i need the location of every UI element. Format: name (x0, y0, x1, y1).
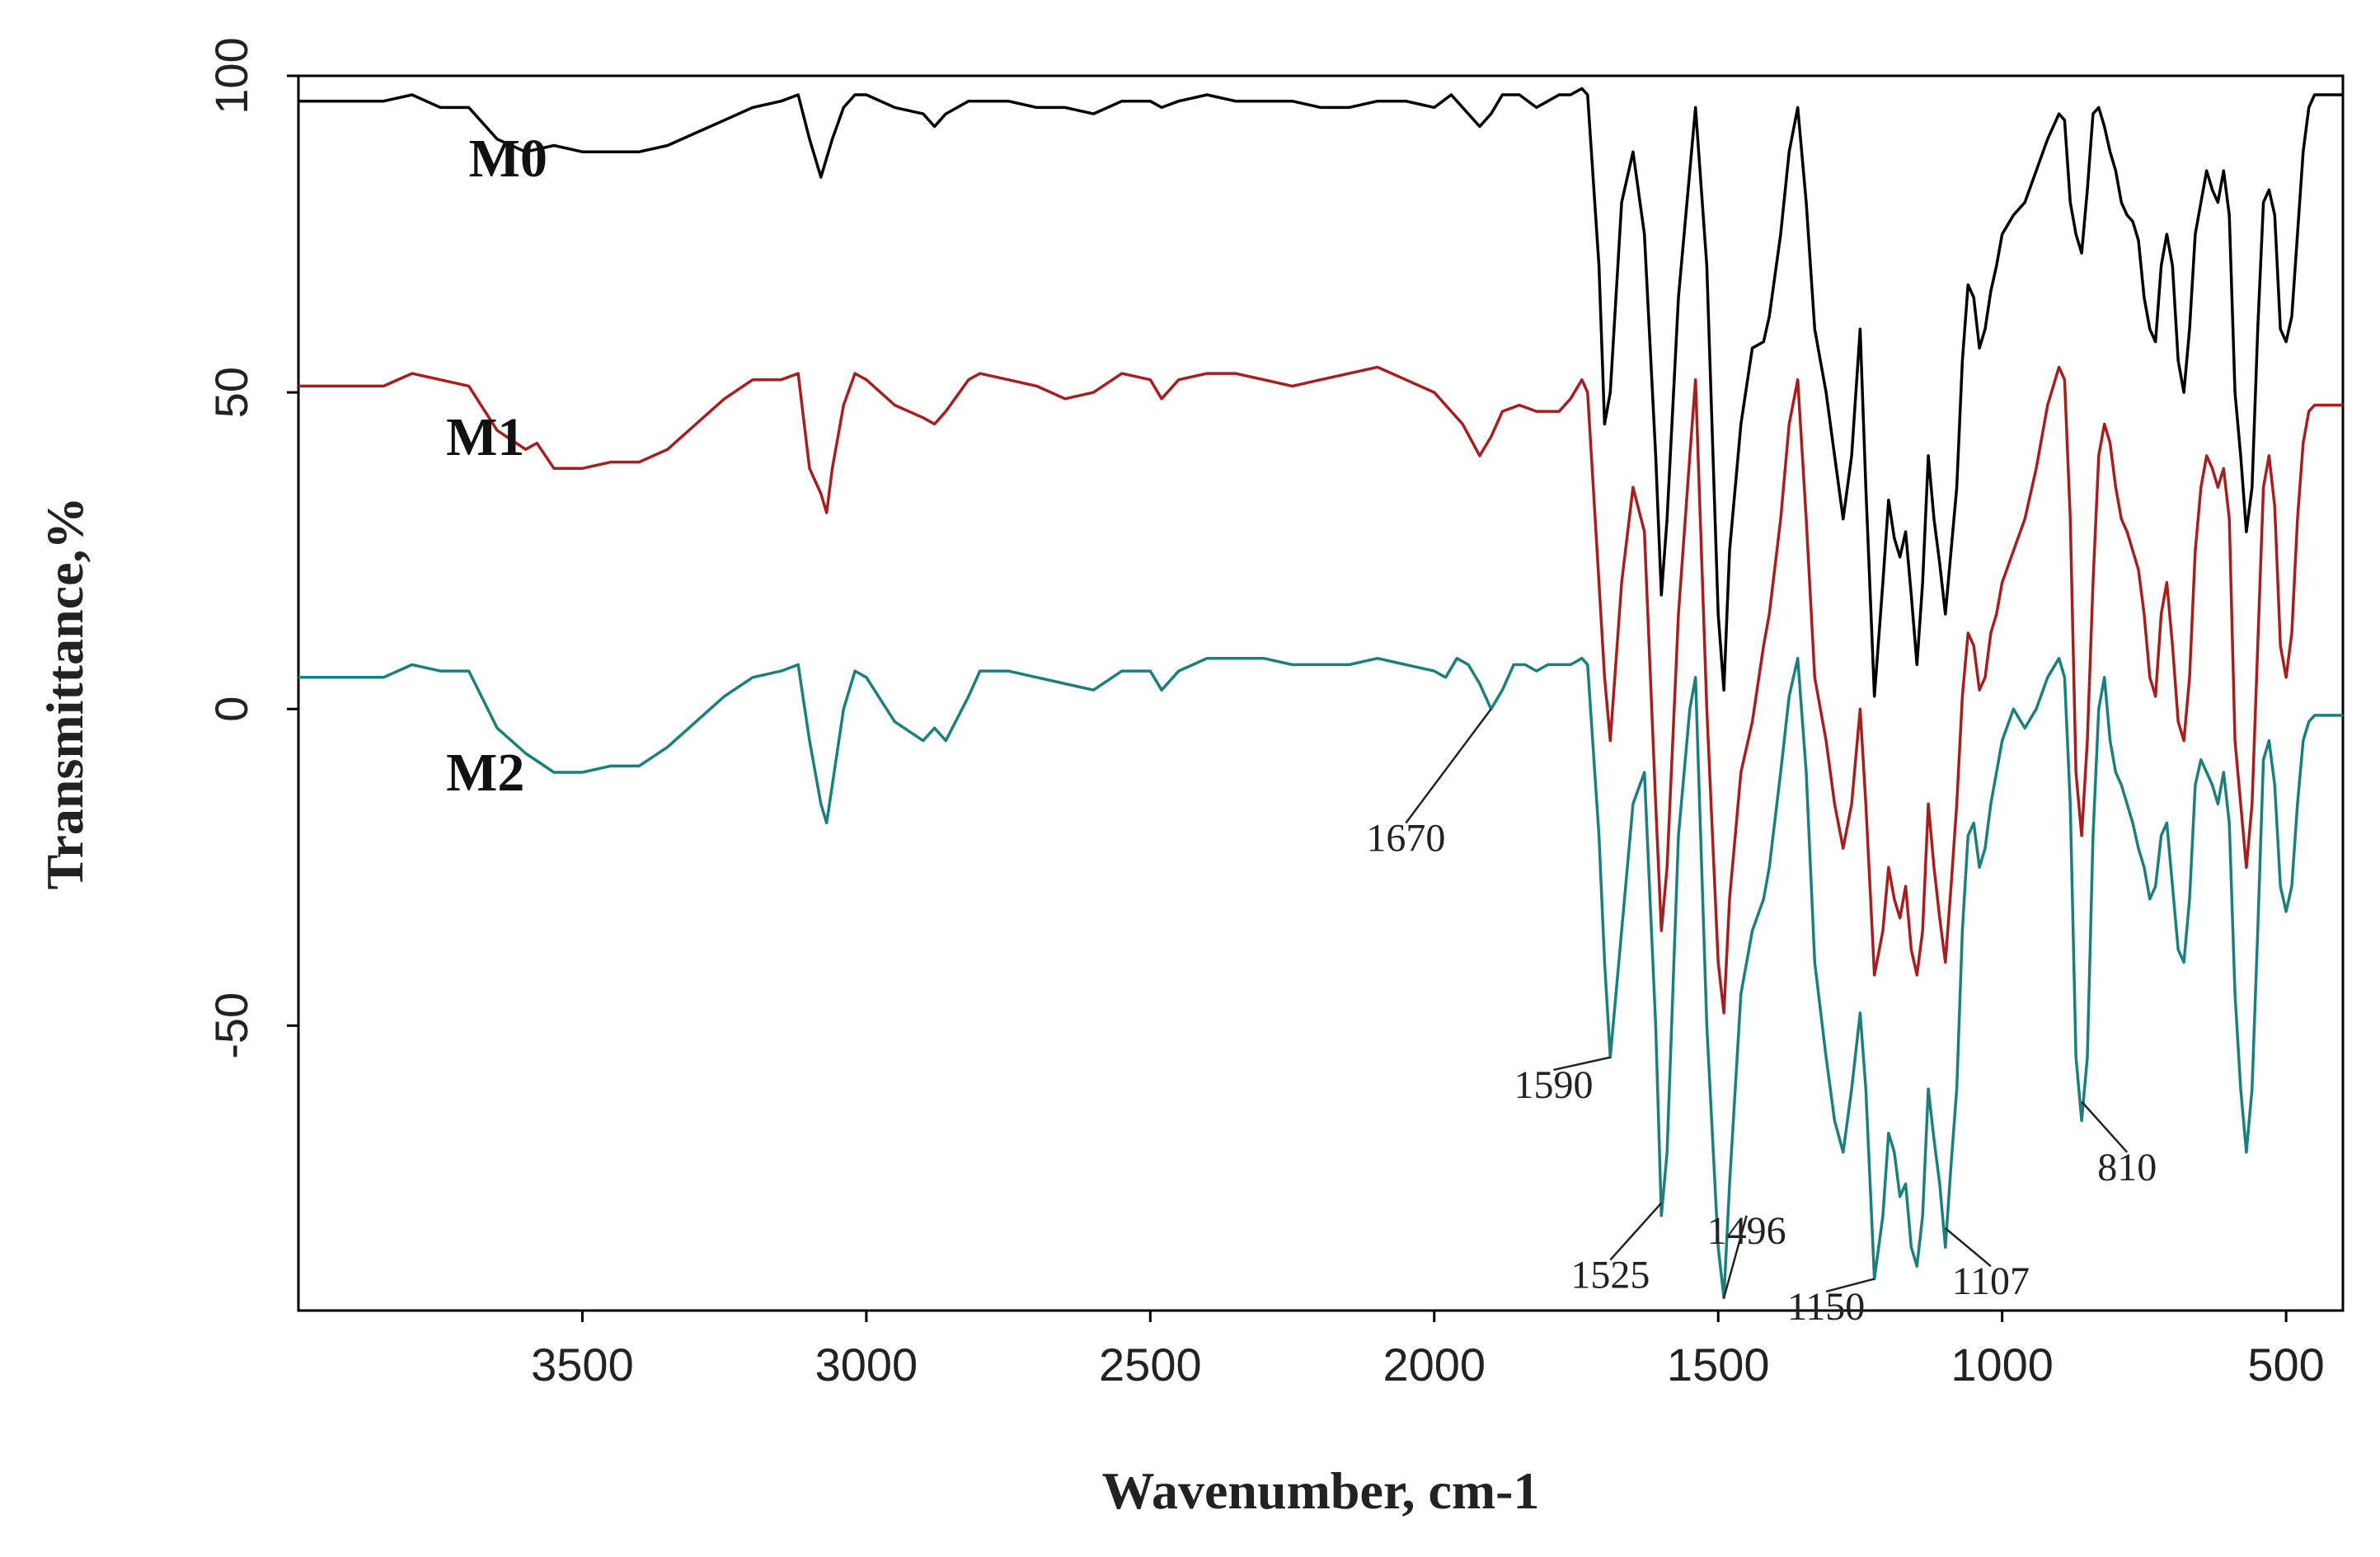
y-tick-label: 0 (205, 696, 257, 722)
annotation-810: 810 (2097, 1146, 2157, 1189)
series-line-m1 (298, 365, 2343, 1015)
plot-frame (297, 74, 2345, 1312)
x-axis-title: Wavenumber, cm-1 (1102, 1461, 1540, 1520)
annotation-1590: 1590 (1514, 1063, 1593, 1107)
annotation-leader (1609, 1202, 1663, 1261)
x-tick-label: 500 (2247, 1339, 2324, 1391)
annotation-1670: 1670 (1366, 816, 1445, 860)
x-tick-label: 3000 (815, 1339, 918, 1391)
x-tick-label: 2000 (1382, 1339, 1486, 1391)
y-tick-label: 50 (205, 367, 257, 418)
series-line-m0 (298, 87, 2343, 698)
y-tick-label: 100 (205, 37, 257, 114)
annotation-1150: 1150 (1787, 1285, 1865, 1329)
x-tick-label: 2500 (1099, 1339, 1202, 1391)
x-tick-label: 1000 (1950, 1339, 2054, 1391)
annotation-leader (1553, 1056, 1611, 1072)
annotation-1525: 1525 (1570, 1254, 1650, 1297)
y-tick-label: -50 (205, 992, 257, 1059)
series-line-m2 (298, 656, 2343, 1300)
series-label-m2: M2 (446, 743, 524, 803)
annotation-leader (2081, 1100, 2129, 1153)
annotation-1496: 1496 (1707, 1209, 1786, 1253)
series-labels: M0 M1 M2 (446, 129, 547, 803)
series-label-m1: M1 (446, 407, 524, 467)
series-group (298, 87, 2343, 1300)
series-label-m0: M0 (469, 129, 547, 189)
plot-area (297, 74, 2345, 1312)
x-tick-label: 3500 (531, 1339, 634, 1391)
annotation-leader (1405, 708, 1492, 824)
annotation-leader (1722, 1215, 1748, 1298)
annotation-leader (1825, 1278, 1875, 1293)
annotation-1107: 1107 (1952, 1259, 2030, 1303)
annotation-leader (1944, 1227, 1992, 1268)
x-tick-label: 1500 (1667, 1339, 1770, 1391)
y-axis-title: Transmittance,% (35, 497, 94, 890)
